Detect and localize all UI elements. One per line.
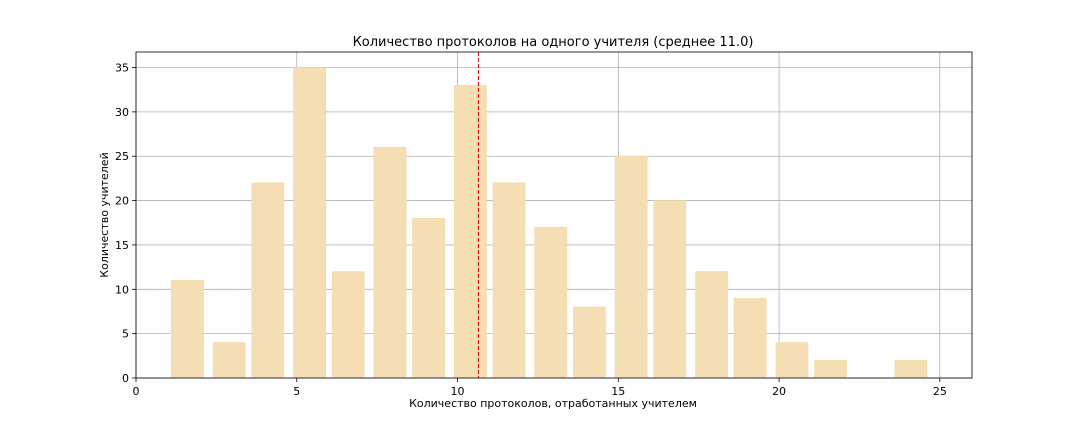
bar-7	[454, 84, 487, 379]
bar-2	[251, 182, 285, 379]
bar-5	[373, 147, 407, 379]
bar-11	[614, 155, 648, 379]
y-tick-label: 25	[115, 150, 129, 163]
bar-4	[331, 271, 365, 379]
bar-9	[534, 226, 568, 379]
x-tick-label: 15	[611, 385, 625, 398]
bar-1	[212, 342, 246, 379]
bar-15	[775, 342, 809, 379]
y-tick-label: 10	[115, 283, 129, 296]
plot-frame	[135, 51, 973, 379]
x-tick-label: 20	[772, 385, 786, 398]
y-tick-label: 0	[122, 372, 129, 385]
bar-6	[412, 218, 445, 379]
chart-title: Количество протоколов на одного учителя …	[353, 35, 754, 50]
y-tick-label: 20	[115, 195, 129, 208]
x-tick-label: 25	[933, 385, 947, 398]
y-tick-label: 15	[115, 239, 129, 252]
bar-layer	[171, 67, 928, 379]
tick-layer: 0 5 10 15 20 25 0 5 10 15 20 25 30 35	[115, 62, 947, 398]
bar-12	[653, 200, 687, 379]
bar-3	[293, 67, 327, 379]
x-tick-label: 10	[451, 385, 465, 398]
x-tick-label: 5	[293, 385, 300, 398]
bar-8	[492, 182, 526, 379]
bar-0	[171, 280, 204, 379]
bar-14	[733, 297, 767, 379]
bar-13	[695, 271, 728, 379]
x-tick-label: 0	[133, 385, 140, 398]
y-axis-label: Количество учителей	[98, 152, 111, 277]
bar-16	[814, 359, 847, 379]
y-tick-label: 35	[115, 62, 129, 75]
y-tick-label: 5	[122, 328, 129, 341]
y-tick-label: 30	[115, 106, 129, 119]
bar-17	[894, 359, 928, 379]
bar-10	[572, 306, 606, 379]
x-axis-label: Количество протоколов, отработанных учит…	[409, 397, 697, 410]
